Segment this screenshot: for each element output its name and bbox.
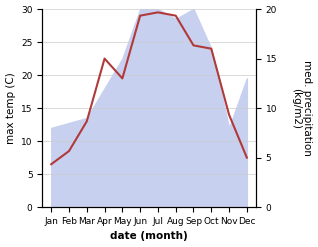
Y-axis label: med. precipitation
(kg/m2): med. precipitation (kg/m2) (291, 60, 313, 156)
X-axis label: date (month): date (month) (110, 231, 188, 242)
Y-axis label: max temp (C): max temp (C) (5, 72, 16, 144)
